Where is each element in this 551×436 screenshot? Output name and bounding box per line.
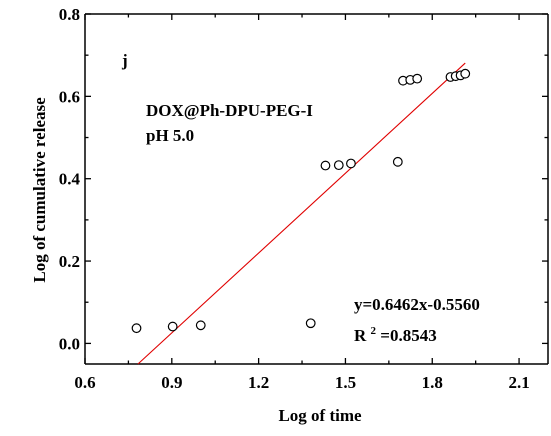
y-axis-title: Log of cumulative release — [30, 97, 49, 283]
x-tick-label: 0.9 — [161, 373, 182, 392]
data-point — [346, 158, 356, 169]
data-point — [333, 160, 344, 171]
x-tick-label: 0.6 — [74, 373, 95, 392]
y-tick-label: 0.6 — [59, 87, 80, 106]
x-tick-label: 2.1 — [508, 373, 529, 392]
data-point — [131, 323, 142, 334]
fit-line — [137, 62, 466, 365]
y-tick-label: 0.0 — [59, 334, 80, 353]
data-point — [392, 156, 403, 167]
y-tick-label: 0.8 — [59, 5, 80, 24]
data-point — [320, 160, 331, 171]
r-squared-superscript: 2 — [371, 325, 377, 337]
fit-equation-label: y=0.6462x-0.5560 — [354, 295, 480, 314]
ph-label: pH 5.0 — [146, 126, 194, 145]
chart-ticks: 0.6 0.9 1.2 1.5 1.8 2.1 0.0 0.2 0.4 0.6 0.8 — [59, 5, 548, 392]
r-squared-prefix: R — [354, 326, 367, 345]
panel-label: j — [121, 51, 128, 70]
x-tick-label: 1.2 — [248, 373, 269, 392]
fit-layer — [137, 62, 466, 365]
data-point — [460, 68, 471, 79]
x-tick-label: 1.5 — [335, 373, 356, 392]
data-point — [305, 318, 316, 329]
r-squared-value: =0.8543 — [380, 326, 436, 345]
y-tick-label: 0.2 — [59, 252, 80, 271]
data-point — [167, 321, 178, 332]
data-points — [131, 68, 471, 334]
r-squared-label: R 2 =0.8543 — [354, 319, 437, 345]
y-tick-label: 0.4 — [59, 170, 81, 189]
chart-axes — [84, 13, 549, 365]
x-tick-label: 1.8 — [422, 373, 443, 392]
x-axis-title: Log of time — [278, 406, 362, 425]
data-point — [195, 320, 206, 331]
data-point — [412, 73, 423, 84]
sample-name-label: DOX@Ph-DPU-PEG-I — [146, 101, 313, 120]
